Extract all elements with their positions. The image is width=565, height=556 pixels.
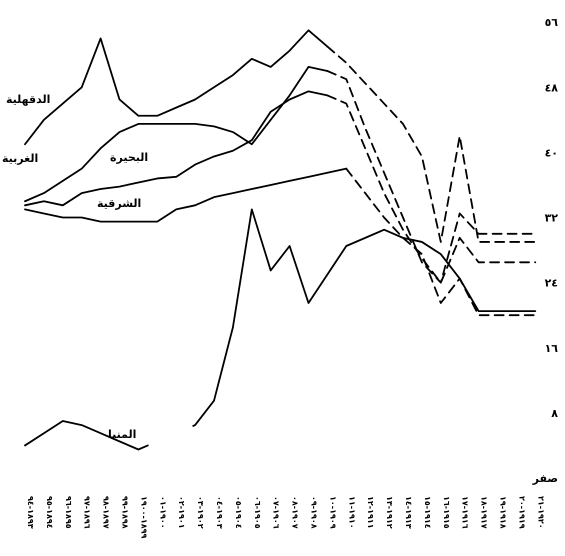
- y-tick-label-7: ٥٦: [545, 16, 559, 29]
- x-tick-label-27: ١٩٢٠-٢١: [536, 496, 545, 529]
- series-label-0: الدقهلية: [6, 93, 50, 106]
- x-tick-label-20: ١٩١٣-١٤: [404, 496, 413, 529]
- y-tick-label-2: ١٦: [545, 342, 559, 355]
- x-axis-ticks: ١٨٩٣-٩٤ ١٨٩٤-٩٥ ١٨٩٥-٩٦ ١٨٩٦-٩٧ ١٨٩٧-٩٨ ١٨٩٨-…: [26, 496, 545, 539]
- x-tick-label-10: ١٩٠٣-٠٤: [215, 496, 224, 529]
- x-tick-label-0: ١٨٩٣-٩٤: [26, 496, 35, 529]
- series-labels: الدقهلية الغربية البحيرة الشرقية المنيا: [2, 93, 148, 441]
- series-line-0-dashed: [326, 45, 537, 243]
- x-tick-label-5: ١٨٩٨-٩٩: [121, 496, 130, 529]
- series-lines: [24, 29, 537, 451]
- x-tick-label-7: ١٩٠٠-٠١: [158, 496, 167, 529]
- x-tick-label-4: ١٨٩٧-٩٨: [102, 496, 111, 529]
- series-line-2-dashed: [326, 94, 537, 284]
- x-tick-label-9: ١٩٠٢-٠٣: [196, 496, 205, 529]
- series-label-2: البحيرة: [110, 151, 148, 164]
- series-line-3: [24, 167, 348, 223]
- x-tick-label-13: ١٩٠٦-٠٧: [272, 496, 281, 529]
- x-tick-label-3: ١٨٩٦-٩٧: [83, 496, 92, 529]
- x-tick-label-1: ١٨٩٤-٩٥: [45, 496, 54, 529]
- series-line-4-part3: [192, 208, 537, 427]
- x-tick-label-11: ١٩٠٤-٠٥: [234, 496, 243, 529]
- x-tick-label-23: ١٩١٦-١٧: [461, 496, 470, 529]
- series-label-3: الشرقية: [97, 197, 141, 210]
- series-line-1: [24, 66, 329, 203]
- x-tick-label-16: ١٩٠٩-١٠: [328, 496, 337, 529]
- y-axis-ticks: صفر ٨ ١٦ ٢٤ ٣٢ ٤٠ ٤٨ ٥٦: [532, 16, 559, 485]
- x-tick-label-22: ١٩١٥-١٦: [442, 496, 451, 529]
- y-tick-label-1: ٨: [551, 407, 558, 420]
- series-line-2: [24, 90, 329, 207]
- series-label-1: الغربية: [2, 152, 38, 165]
- x-tick-label-19: ١٩١٢-١٣: [385, 496, 394, 529]
- y-tick-label-5: ٤٠: [545, 146, 558, 159]
- x-tick-label-12: ١٩٠٥-٠٦: [253, 496, 262, 529]
- y-tick-label-6: ٤٨: [545, 81, 559, 94]
- y-tick-label-4: ٣٢: [545, 212, 559, 225]
- x-tick-label-21: ١٩١٤-١٥: [423, 496, 432, 529]
- series-label-4: المنيا: [108, 428, 136, 441]
- series-line-4: [24, 420, 149, 451]
- x-tick-label-6: ١٨٩٩-١٩٠٠: [139, 496, 148, 539]
- x-tick-label-25: ١٩١٨-١٩: [499, 496, 508, 529]
- x-tick-label-8: ١٩٠١-٠٢: [177, 496, 186, 529]
- series-line-3-dashed: [345, 167, 537, 317]
- x-tick-label-17: ١٩١٠-١١: [347, 496, 356, 529]
- x-tick-label-15: ١٩٠٨-٠٩: [310, 496, 319, 529]
- series-line-0: [24, 29, 329, 146]
- x-tick-label-2: ١٨٩٥-٩٦: [64, 496, 73, 529]
- series-line-1-dashed: [326, 70, 537, 284]
- y-tick-label-3: ٢٤: [545, 277, 558, 290]
- y-tick-label-0: صفر: [532, 472, 558, 485]
- x-tick-label-14: ١٩٠٧-٠٨: [291, 496, 300, 529]
- x-tick-label-24: ١٩١٧-١٨: [480, 496, 489, 529]
- x-tick-label-26: ١٩١٩-٢٠: [517, 496, 526, 529]
- x-tick-label-18: ١٩١١-١٢: [366, 496, 375, 529]
